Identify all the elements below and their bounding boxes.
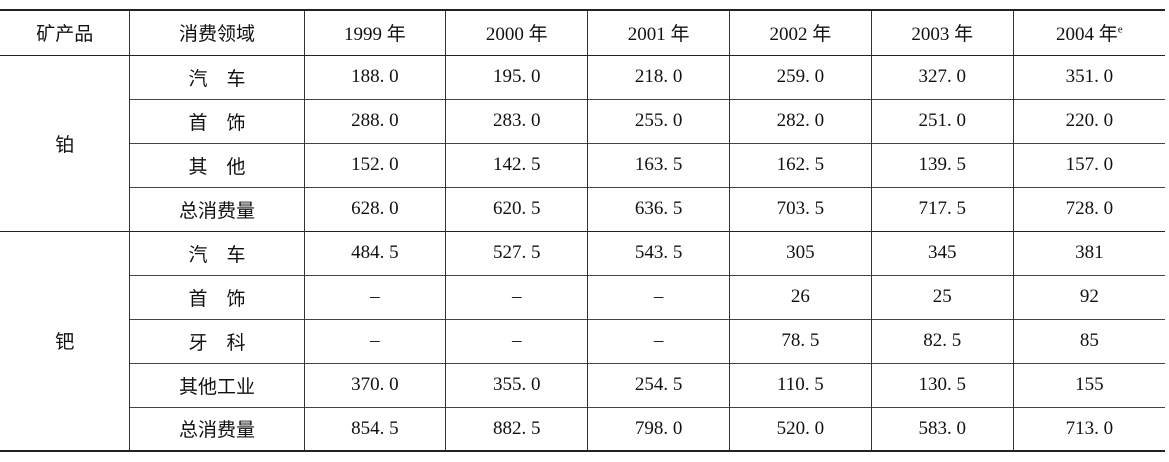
mineral-cell: 钯 — [0, 230, 130, 452]
header-cell: 2004 年e — [1012, 9, 1165, 56]
header-cell: 消费领域 — [129, 9, 304, 56]
field-cell: 牙 科 — [129, 318, 304, 363]
value-cell: 25 — [870, 274, 1014, 319]
header-text: 矿产品 — [36, 24, 94, 46]
value-cell: 882. 5 — [445, 406, 588, 452]
table-row: 首 饰 – – –26 25 92 — [0, 274, 1165, 319]
value-cell: 381 — [1012, 230, 1165, 275]
header-cell: 2002 年 — [728, 9, 872, 56]
table-row: 其他工业 370. 0 355. 0 254. 5 110. 5 130. 5 155 — [0, 362, 1165, 407]
table-header: 矿产品 消费领域 1999 年 2000 年 2001 年 2002 年 2003 年 200… — [0, 9, 1165, 56]
value-cell: 370. 0 — [303, 362, 446, 407]
field-cell: 汽 车 — [129, 230, 304, 275]
header-row: 矿产品 消费领域 1999 年 2000 年 2001 年 2002 年 2003 年 200… — [0, 9, 1165, 56]
value-cell: 327. 0 — [870, 54, 1014, 99]
value-cell: – — [445, 318, 588, 363]
field-cell: 首 饰 — [129, 274, 304, 319]
value-cell: 162. 5 — [728, 142, 872, 187]
value-cell: 484. 5 — [303, 230, 446, 275]
header-cell: 1999 年 — [303, 9, 446, 56]
value-cell: 713. 0 — [1012, 406, 1165, 452]
header-text: 2000 年 — [485, 24, 548, 46]
value-cell: 288. 0 — [303, 98, 446, 143]
value-cell: 254. 5 — [587, 362, 730, 407]
header-cell: 2000 年 — [445, 9, 588, 56]
value-cell: 142. 5 — [445, 142, 588, 187]
value-cell: 717. 5 — [870, 186, 1014, 231]
value-cell: 703. 5 — [728, 186, 872, 231]
value-cell: – — [303, 318, 446, 363]
value-cell: 255. 0 — [587, 98, 730, 143]
value-cell: 85 — [1012, 318, 1165, 363]
header-text: 1999 年 — [344, 24, 406, 46]
field-cell: 其他工业 — [129, 362, 304, 407]
value-cell: 139. 5 — [870, 142, 1014, 187]
value-cell: 798. 0 — [587, 406, 730, 452]
field-cell: 总消费量 — [129, 406, 304, 452]
value-cell: 220. 0 — [1012, 98, 1165, 143]
value-cell: 305 — [728, 230, 872, 275]
table-row: 牙 科 – – –78. 5 82. 5 85 — [0, 318, 1165, 363]
value-cell: 110. 5 — [728, 362, 872, 407]
value-cell: 92 — [1012, 274, 1165, 319]
table-row: 其 他 152. 0 142. 5 163. 5 162. 5 139. 5 157. 0 — [0, 142, 1165, 187]
value-cell: 283. 0 — [445, 98, 588, 143]
table-row: 钯汽 车 484. 5 527. 5 543. 5 305 345 381 — [0, 230, 1165, 452]
table-row: 总消费量 854. 5 882. 5 798. 0 520. 0 583. 0 713. 0 — [0, 406, 1165, 452]
header-note: e — [1117, 23, 1123, 36]
value-cell: 355. 0 — [445, 362, 588, 407]
value-cell: 155 — [1012, 362, 1165, 407]
header-text: 2002 年 — [769, 24, 832, 46]
consumption-table: 矿产品 消费领域 1999 年 2000 年 2001 年 2002 年 2003 年 200… — [0, 9, 1165, 452]
value-cell: 620. 5 — [445, 186, 588, 231]
header-text: 2001 年 — [627, 24, 690, 46]
value-cell: 520. 0 — [728, 406, 872, 452]
header-text: 消费领域 — [178, 24, 255, 46]
header-text: 2004 年 — [1055, 24, 1118, 46]
mineral-cell: 铂 — [0, 54, 130, 231]
value-cell: – — [303, 274, 446, 319]
value-cell: 82. 5 — [870, 318, 1014, 363]
value-cell: 195. 0 — [445, 54, 588, 99]
table-row: 铂汽 车 188. 0 195. 0 218. 0 259. 0 327. 0 351. 0 — [0, 54, 1165, 231]
field-cell: 总消费量 — [129, 186, 304, 231]
value-cell: 152. 0 — [303, 142, 446, 187]
value-cell: 251. 0 — [870, 98, 1014, 143]
value-cell: 130. 5 — [870, 362, 1014, 407]
value-cell: 636. 5 — [587, 186, 730, 231]
value-cell: 351. 0 — [1012, 54, 1165, 99]
value-cell: 259. 0 — [728, 54, 872, 99]
value-cell: – — [587, 318, 730, 363]
value-cell: 163. 5 — [587, 142, 730, 187]
value-cell: 527. 5 — [445, 230, 588, 275]
header-cell: 矿产品 — [0, 9, 130, 56]
table-body: 铂汽 车 188. 0 195. 0 218. 0 259. 0 327. 0 351. 0… — [0, 54, 1165, 452]
header-cell: 2003 年 — [870, 9, 1014, 56]
value-cell: 26 — [728, 274, 872, 319]
value-cell: 188. 0 — [303, 54, 446, 99]
value-cell: 583. 0 — [870, 406, 1014, 452]
value-cell: 543. 5 — [587, 230, 730, 275]
value-cell: 854. 5 — [303, 406, 446, 452]
header-cell: 2001 年 — [587, 9, 730, 56]
field-cell: 其 他 — [129, 142, 304, 187]
value-cell: 78. 5 — [728, 318, 872, 363]
value-cell: – — [445, 274, 588, 319]
table-row: 总消费量 628. 0 620. 5 636. 5 703. 5 717. 5 728. 0 — [0, 186, 1165, 231]
value-cell: 157. 0 — [1012, 142, 1165, 187]
field-cell: 首 饰 — [129, 98, 304, 143]
table-row: 首 饰 288. 0 283. 0 255. 0 282. 0 251. 0 220. 0 — [0, 98, 1165, 143]
value-cell: 728. 0 — [1012, 186, 1165, 231]
value-cell: 218. 0 — [587, 54, 730, 99]
value-cell: – — [587, 274, 730, 319]
value-cell: 282. 0 — [728, 98, 872, 143]
value-cell: 345 — [870, 230, 1014, 275]
header-text: 2003 年 — [911, 24, 974, 46]
value-cell: 628. 0 — [303, 186, 446, 231]
field-cell: 汽 车 — [129, 54, 304, 99]
